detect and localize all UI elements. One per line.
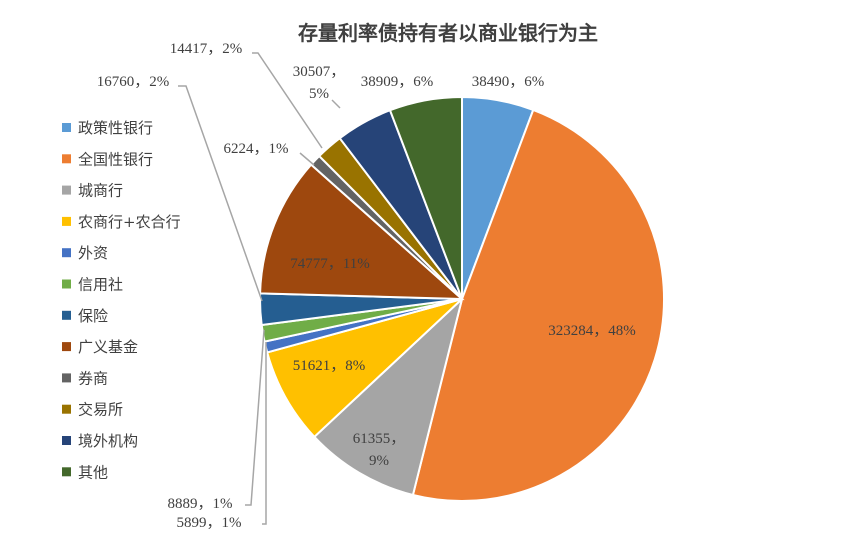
legend-swatch-4: [62, 216, 71, 226]
pie-slices: [259, 95, 666, 502]
data-label-2: 323284，48%: [548, 323, 636, 339]
leader-line-6: [245, 329, 265, 506]
chart-title: 存量利率债持有者以商业银行为主: [298, 21, 598, 45]
legend-label-9: 券商: [78, 369, 108, 387]
legend-label-1: 政策性银行: [78, 119, 153, 137]
legend-label-8: 广义基金: [78, 338, 138, 356]
legend-swatch-1: [62, 123, 71, 132]
legend-label-4: 农商行+农合行: [78, 213, 181, 231]
legend-label-2: 全国性银行: [78, 150, 153, 168]
slice-2: [411, 108, 666, 502]
legend-label-12: 其他: [78, 463, 108, 481]
legend-swatch-8: [62, 342, 71, 352]
legend-label-5: 外资: [78, 244, 108, 262]
legend-swatch-11: [62, 436, 71, 445]
leader-line-9: [299, 152, 315, 166]
leader-line-5: [262, 342, 267, 525]
leader-line-11: [331, 99, 341, 109]
data-label-9: 6224，1%: [224, 141, 289, 157]
leader-line-7: [178, 85, 263, 302]
data-label-11: 30507， 5%: [293, 64, 346, 102]
legend-label-7: 保险: [78, 307, 108, 325]
data-labels: 38490，6% 323284，48% 61355， 9% 51621，8% 5899，1…: [97, 41, 636, 531]
legend-label-10: 交易所: [78, 401, 123, 419]
data-label-3: 61355， 9%: [353, 431, 406, 469]
leader-lines: [178, 52, 341, 525]
data-label-8: 74777，11%: [290, 256, 369, 272]
data-label-10: 14417，2%: [170, 41, 243, 57]
legend-swatch-12: [62, 467, 71, 477]
data-label-1: 38490，6%: [472, 74, 545, 90]
data-label-6: 8889，1%: [168, 496, 233, 512]
legend-swatch-3: [62, 185, 71, 195]
legend: 政策性银行全国性银行城商行农商行+农合行外资信用社保险广义基金券商交易所境外机构…: [62, 119, 181, 481]
slice-3: [312, 295, 464, 497]
legend-swatch-10: [62, 404, 71, 414]
slice-4: [265, 298, 463, 439]
legend-swatch-5: [62, 248, 71, 258]
data-label-4: 51621，8%: [293, 358, 366, 374]
data-label-7: 16760，2%: [97, 74, 170, 90]
legend-label-3: 城商行: [78, 182, 123, 200]
data-label-5: 5899，1%: [177, 515, 242, 531]
slice-12: [388, 95, 463, 300]
legend-swatch-6: [62, 279, 71, 289]
data-label-12: 38909，6%: [361, 74, 434, 90]
legend-label-6: 信用社: [78, 276, 123, 294]
leader-line-10: [252, 52, 323, 149]
legend-swatch-2: [62, 154, 71, 164]
legend-label-11: 境外机构: [78, 432, 138, 450]
slice-8: [259, 163, 465, 301]
legend-swatch-9: [62, 373, 71, 383]
legend-swatch-7: [62, 310, 71, 320]
